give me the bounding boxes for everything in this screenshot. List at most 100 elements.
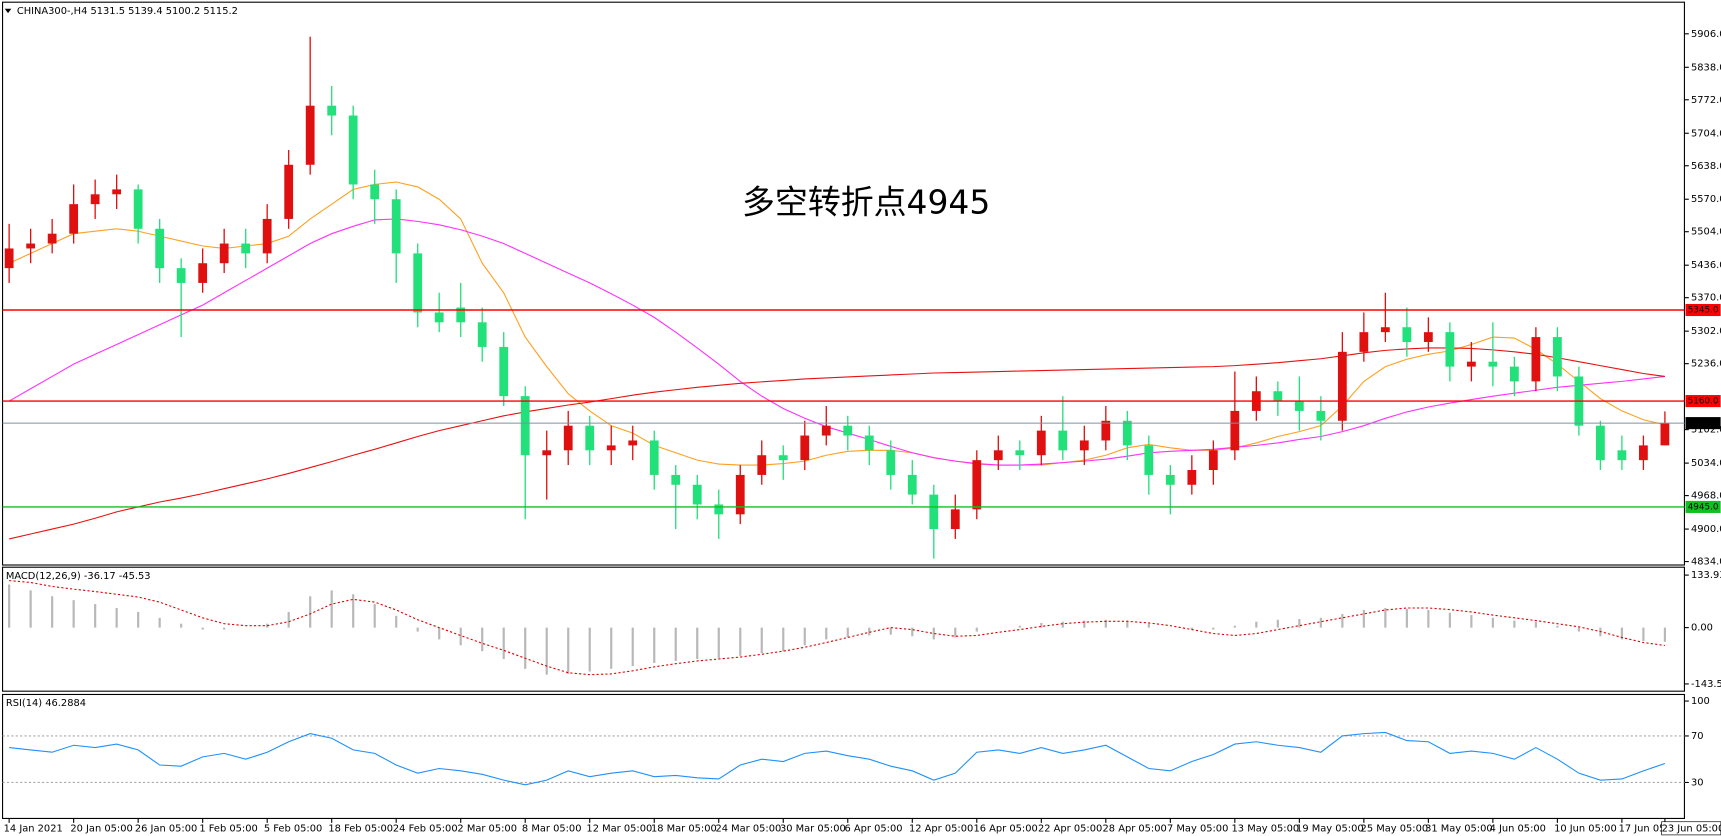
candle-body — [1122, 420, 1132, 446]
x-tick-label: 2 Mar 05:00 — [457, 823, 517, 834]
y-tick-label: 5102.0 — [1691, 425, 1721, 436]
level-label-box — [1685, 303, 1721, 317]
candle-body — [1079, 440, 1089, 451]
menu-icon[interactable] — [4, 8, 12, 14]
candle-body — [993, 450, 1003, 461]
candle-body — [735, 474, 745, 515]
candle-body — [1402, 327, 1412, 342]
y-tick-label: 133.93 — [1691, 570, 1721, 581]
rsi-title: RSI(14) 46.2884 — [6, 698, 86, 709]
x-tick-label: 14 Jan 2021 — [4, 823, 63, 834]
x-tick-label: 24 Mar 05:00 — [715, 823, 781, 834]
candle-body — [1058, 430, 1068, 451]
candle-body — [1144, 445, 1154, 475]
candle-body — [628, 440, 638, 446]
y-tick-label: 5638.0 — [1691, 161, 1721, 172]
y-tick-label: 5436.0 — [1691, 260, 1721, 271]
candle-body — [26, 243, 36, 249]
last-price-label: 5115.2 — [1688, 419, 1719, 429]
x-tick-label: 7 May 05:00 — [1167, 823, 1228, 834]
x-tick-label: 5 Feb 05:00 — [264, 823, 322, 834]
candle-body — [950, 509, 960, 530]
candle-body — [606, 445, 616, 451]
x-tick-label: 23 Jun 05:00 — [1662, 823, 1721, 834]
y-tick-label: 5570.0 — [1691, 194, 1721, 205]
x-tick-label: 25 May 05:00 — [1361, 823, 1429, 834]
y-tick-label: 30 — [1691, 777, 1704, 788]
candle-body — [370, 184, 380, 200]
x-tick-label: 26 Jan 05:00 — [135, 823, 197, 834]
candle-body — [112, 189, 122, 195]
y-tick-label: 4968.0 — [1691, 491, 1721, 502]
x-tick-label: 12 Mar 05:00 — [586, 823, 652, 834]
rsi-line — [9, 731, 1666, 786]
macd-panel — [2, 566, 1685, 692]
rsi-panel — [2, 693, 1685, 819]
candle-body — [1015, 450, 1025, 456]
level-label-box — [1685, 395, 1721, 408]
x-tick-label: 28 Apr 05:00 — [1103, 823, 1167, 834]
candle-body — [1466, 361, 1476, 367]
candle-body — [1445, 332, 1455, 367]
candle-body — [1316, 410, 1326, 421]
candle-body — [1036, 430, 1046, 456]
x-tick-label: 19 May 05:00 — [1296, 823, 1364, 834]
candle-body — [1531, 337, 1541, 382]
candle-body — [1187, 469, 1197, 485]
candle-body — [327, 105, 337, 116]
candle-body — [284, 164, 294, 219]
moving-average — [9, 347, 1665, 540]
candle-body — [1596, 425, 1605, 461]
y-tick-label: 4900.0 — [1691, 524, 1721, 535]
candle-body — [1359, 332, 1369, 352]
y-tick-label: 5302.0 — [1691, 326, 1721, 337]
x-tick-label: 12 Apr 05:00 — [909, 823, 973, 834]
x-tick-label: 22 Apr 05:00 — [1038, 823, 1102, 834]
candle-body — [1208, 450, 1218, 470]
candle-body — [671, 474, 681, 485]
last-price-box — [1685, 417, 1721, 430]
candle-body — [198, 263, 208, 283]
candle-body — [778, 455, 788, 461]
x-tick-label: 30 Mar 05:00 — [780, 823, 846, 834]
x-tick-label: 31 May 05:00 — [1425, 823, 1493, 834]
x-tick-label: 10 Jun 05:00 — [1554, 823, 1617, 834]
candle-body — [4, 248, 14, 269]
chart-header: CHINA300-,H4 5131.5 5139.4 5100.2 5115.2 — [17, 6, 238, 17]
candle-body — [219, 243, 229, 264]
candle-body — [1294, 401, 1304, 411]
candle-body — [1230, 410, 1240, 451]
candle-body — [800, 435, 810, 461]
y-tick-label: 4834.0 — [1691, 557, 1721, 568]
macd-signal — [9, 579, 1665, 676]
candle-body — [843, 425, 853, 436]
candle-body — [1639, 445, 1648, 461]
y-tick-label: 5906.0 — [1691, 29, 1721, 40]
candle-body — [1660, 423, 1670, 446]
candle-body — [929, 494, 939, 530]
candle-body — [1380, 327, 1390, 333]
candle-body — [262, 218, 272, 254]
candle-body — [477, 322, 487, 347]
candle-body — [1488, 361, 1498, 367]
y-tick-label: 5370.0 — [1691, 293, 1721, 304]
x-tick-label: 18 Mar 05:00 — [651, 823, 717, 834]
candle-body — [563, 425, 573, 451]
candle-body — [757, 455, 767, 475]
candle-body — [1552, 337, 1562, 377]
macd-title: MACD(12,26,9) -36.17 -45.53 — [6, 571, 151, 582]
candle-body — [886, 450, 896, 475]
candle-body — [649, 440, 659, 475]
x-tick-label: 24 Feb 05:00 — [393, 823, 458, 834]
x-tick-label: 20 Jan 05:00 — [70, 823, 132, 834]
candle-body — [1617, 450, 1627, 461]
candle-body — [1165, 474, 1175, 485]
moving-average — [8, 218, 1665, 466]
y-tick-label: 5034.0 — [1691, 458, 1721, 469]
x-tick-label: 6 Apr 05:00 — [844, 823, 902, 834]
y-tick-label: 5504.0 — [1691, 227, 1721, 238]
candle-body — [1273, 391, 1283, 402]
